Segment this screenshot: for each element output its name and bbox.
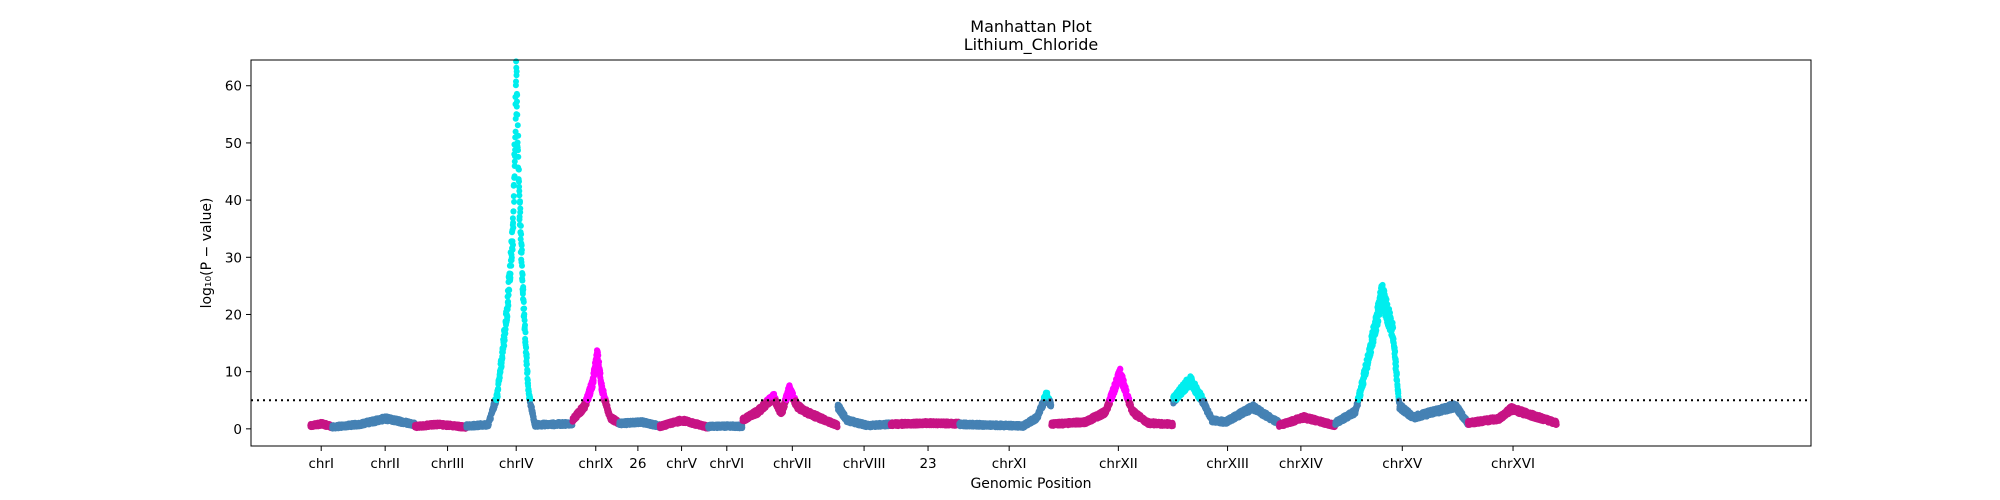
data-point	[510, 208, 517, 215]
data-points-layer	[307, 58, 1560, 432]
data-point	[596, 358, 603, 365]
chart-subtitle: Lithium_Chloride	[964, 35, 1099, 55]
data-point	[523, 354, 530, 361]
data-point	[523, 361, 530, 368]
data-point	[520, 286, 527, 293]
data-point	[508, 254, 515, 261]
data-point	[513, 68, 520, 75]
data-point	[510, 181, 517, 188]
series-23	[887, 418, 963, 430]
series-chrII	[329, 413, 418, 432]
data-point	[517, 198, 523, 205]
data-point	[514, 92, 521, 98]
data-point	[514, 111, 521, 118]
data-point	[514, 98, 520, 105]
data-point	[522, 322, 528, 329]
data-point	[520, 299, 527, 305]
data-point	[518, 247, 525, 253]
data-point	[510, 241, 516, 248]
data-point	[501, 337, 508, 344]
data-point	[513, 78, 519, 85]
data-point	[516, 178, 522, 185]
data-point	[513, 103, 520, 110]
data-point	[514, 139, 521, 146]
data-point	[510, 193, 517, 200]
data-point	[834, 423, 841, 430]
data-point	[507, 270, 514, 277]
data-point	[519, 262, 525, 269]
data-point	[595, 352, 602, 359]
data-point	[516, 192, 523, 199]
data-point	[510, 224, 517, 231]
data-point	[495, 386, 502, 393]
data-point	[515, 166, 522, 173]
data-point	[499, 355, 506, 362]
data-point	[519, 277, 526, 284]
data-point	[505, 302, 512, 309]
data-point	[511, 198, 518, 205]
data-point	[515, 147, 521, 154]
data-point	[501, 342, 508, 349]
data-point	[521, 311, 528, 318]
data-point	[517, 205, 524, 212]
data-point	[494, 393, 501, 400]
data-point	[513, 58, 520, 65]
data-point	[514, 122, 521, 129]
chart-title: Manhattan Plot	[970, 17, 1091, 36]
series-chrVI	[705, 421, 746, 432]
data-point	[523, 344, 530, 351]
data-point	[506, 287, 513, 294]
data-point	[521, 305, 528, 312]
data-point	[739, 424, 746, 431]
data-point	[524, 368, 531, 375]
data-point	[518, 231, 525, 238]
data-point	[517, 222, 524, 229]
data-point	[597, 370, 604, 377]
data-point	[508, 262, 515, 269]
data-point	[519, 271, 526, 278]
data-point	[515, 132, 522, 139]
data-point	[515, 153, 522, 160]
data-point	[504, 313, 511, 320]
data-point	[522, 329, 529, 336]
